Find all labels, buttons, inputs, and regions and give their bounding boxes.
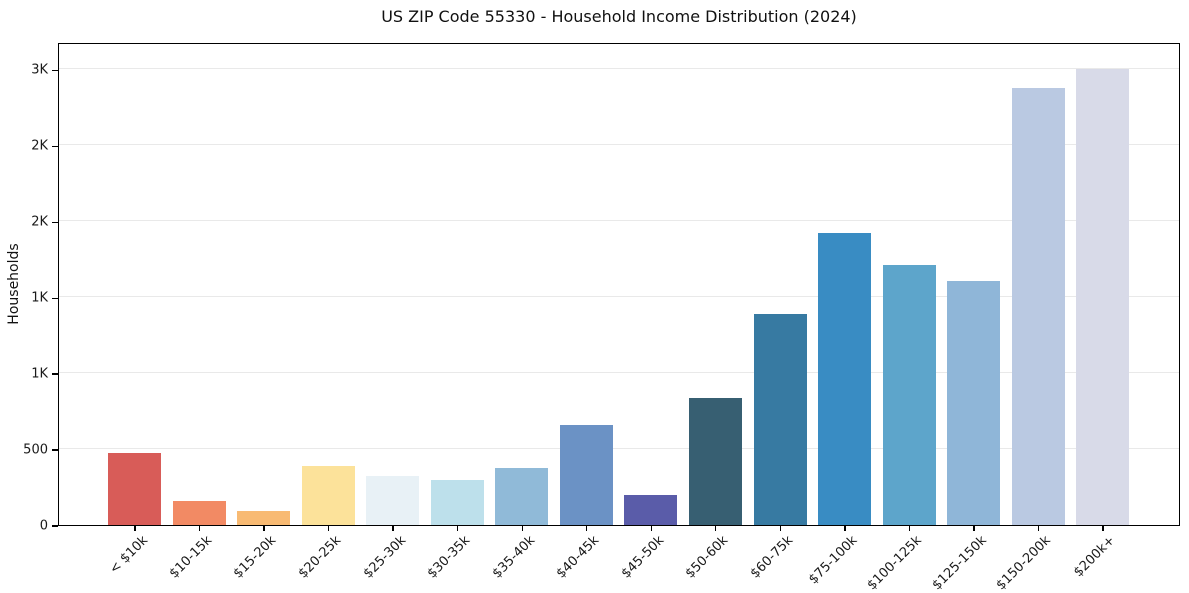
x-tick-mark bbox=[844, 526, 846, 531]
y-tick-mark bbox=[52, 373, 58, 375]
bar-$45-50k bbox=[624, 495, 678, 525]
gridline bbox=[59, 144, 1179, 146]
y-tick-mark bbox=[52, 145, 58, 147]
y-tick-mark bbox=[52, 297, 58, 299]
bar-$25-30k bbox=[366, 475, 420, 525]
x-tick-mark bbox=[327, 526, 330, 531]
y-axis-label: Households bbox=[6, 243, 22, 325]
x-tick-mark bbox=[1037, 526, 1040, 531]
y-tick-label: 3K bbox=[31, 62, 48, 78]
y-tick-mark bbox=[52, 69, 58, 71]
bar-$60-75k bbox=[753, 313, 807, 525]
bar-$20-25k bbox=[301, 465, 355, 525]
x-tick-mark bbox=[715, 526, 717, 531]
gridline bbox=[59, 220, 1179, 222]
gridline bbox=[59, 68, 1179, 70]
x-tick-mark bbox=[973, 526, 975, 531]
y-tick-mark bbox=[52, 221, 58, 223]
gridline bbox=[59, 448, 1179, 450]
y-tick-label: 1K bbox=[31, 366, 48, 382]
y-tick-label: 500 bbox=[23, 442, 48, 458]
x-tick-mark bbox=[521, 526, 523, 531]
bar-$30-35k bbox=[430, 480, 484, 525]
bar-< $10k bbox=[108, 452, 162, 525]
bar-$100-125k bbox=[882, 265, 936, 525]
x-tick-mark bbox=[908, 526, 911, 531]
x-tick-mark bbox=[1102, 526, 1104, 531]
chart-title: US ZIP Code 55330 - Household Income Dis… bbox=[381, 7, 857, 26]
y-tick-mark bbox=[52, 525, 58, 527]
x-tick-mark bbox=[134, 526, 136, 531]
bar-$40-45k bbox=[559, 424, 613, 525]
bar-$150-200k bbox=[1011, 87, 1065, 525]
x-tick-mark bbox=[586, 526, 588, 531]
x-tick-mark bbox=[779, 526, 781, 531]
bar-$50-60k bbox=[689, 398, 742, 525]
x-tick-mark bbox=[457, 526, 459, 531]
y-tick-label: 1K bbox=[31, 290, 48, 306]
x-tick-mark bbox=[650, 526, 652, 531]
x-tick-mark bbox=[392, 526, 394, 531]
y-tick-label: 0 bbox=[39, 518, 48, 534]
plot-area bbox=[58, 43, 1180, 526]
y-tick-mark bbox=[52, 449, 58, 451]
gridline bbox=[59, 372, 1179, 374]
x-tick-mark bbox=[263, 526, 265, 531]
bar-$10-15k bbox=[172, 500, 226, 525]
y-tick-label: 2K bbox=[31, 214, 48, 230]
x-tick-mark bbox=[198, 526, 201, 531]
bar-$35-40k bbox=[495, 468, 549, 525]
bar-$15-20k bbox=[237, 511, 291, 525]
bar-$125-150k bbox=[947, 281, 1001, 525]
x-tick-label: $200k+ bbox=[1071, 533, 1119, 581]
bar-$200k+ bbox=[1076, 69, 1130, 525]
bar-$75-100k bbox=[818, 232, 872, 525]
gridline bbox=[59, 296, 1179, 298]
y-tick-label: 2K bbox=[31, 138, 48, 154]
